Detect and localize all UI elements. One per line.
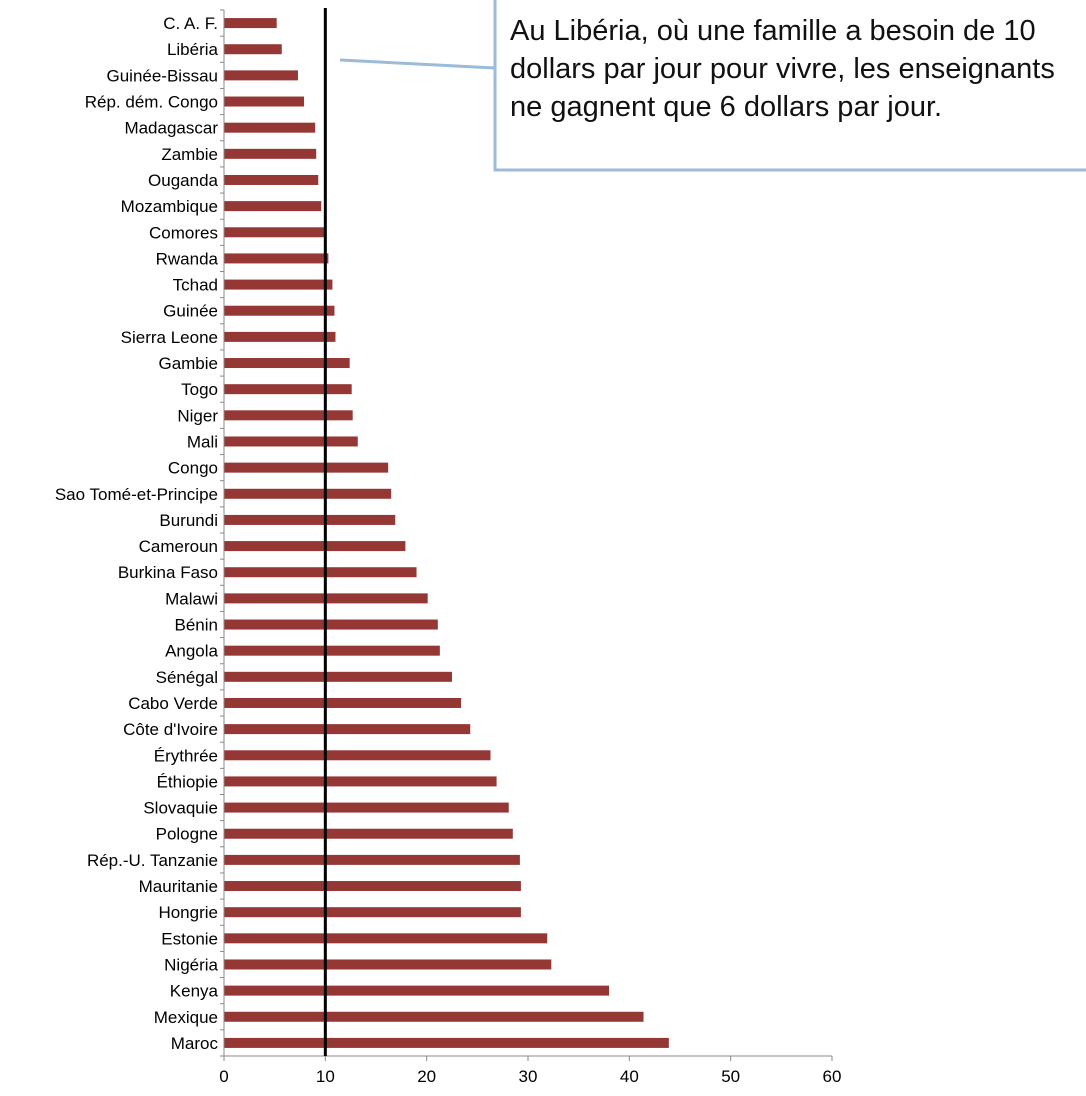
bar — [224, 541, 406, 552]
x-tick-label: 50 — [721, 1067, 740, 1086]
category-label: Côte d'Ivoire — [123, 720, 218, 739]
category-label: Burundi — [159, 511, 218, 530]
category-label: C. A. F. — [163, 14, 218, 33]
bar — [224, 697, 462, 708]
category-label: Mauritanie — [139, 877, 218, 896]
category-label: Togo — [181, 380, 218, 399]
category-label: Érythrée — [154, 746, 218, 765]
category-label: Mozambique — [121, 197, 218, 216]
bar — [224, 776, 497, 787]
bar — [224, 1011, 644, 1022]
category-label: Mexique — [154, 1008, 218, 1027]
bar — [224, 959, 552, 970]
callout-box — [339, 0, 1086, 172]
bar — [224, 985, 610, 996]
category-label: Guinée — [163, 302, 218, 321]
bar — [224, 567, 417, 578]
category-label: Nigéria — [164, 955, 218, 974]
category-label: Slovaquie — [143, 799, 218, 818]
bar — [224, 671, 452, 682]
bar — [224, 410, 353, 421]
category-label: Rép. dém. Congo — [85, 93, 218, 112]
category-label: Mali — [187, 432, 218, 451]
bar — [224, 462, 389, 473]
x-tick-label: 10 — [316, 1067, 335, 1086]
category-label: Zambie — [161, 145, 218, 164]
category-label: Niger — [177, 406, 218, 425]
bar — [224, 331, 336, 342]
category-label: Éthiopie — [157, 772, 218, 791]
category-label: Pologne — [156, 825, 218, 844]
category-label: Burkina Faso — [118, 563, 218, 582]
bar — [224, 96, 305, 107]
category-label: Estonie — [161, 929, 218, 948]
bar — [224, 907, 521, 918]
bar — [224, 645, 440, 656]
bar — [224, 174, 319, 185]
bar — [224, 122, 316, 133]
category-label: Hongrie — [158, 903, 218, 922]
bar — [224, 201, 322, 212]
category-label: Bénin — [175, 616, 218, 635]
bar — [224, 802, 509, 813]
x-tick-label: 60 — [823, 1067, 842, 1086]
bar — [224, 750, 491, 761]
bar — [224, 384, 352, 395]
x-tick-label: 0 — [219, 1067, 228, 1086]
bar — [224, 70, 298, 81]
category-label: Ouganda — [148, 171, 218, 190]
bar — [224, 488, 392, 499]
bar — [224, 933, 548, 944]
bar — [224, 305, 335, 316]
bar — [224, 253, 329, 264]
category-label: Guinée-Bissau — [106, 66, 218, 85]
category-label: Sao Tomé-et-Principe — [55, 485, 218, 504]
bar — [224, 279, 333, 290]
bar — [224, 436, 358, 447]
bar — [224, 724, 471, 735]
category-label: Libéria — [167, 40, 219, 59]
bar — [224, 148, 317, 159]
category-label: Tchad — [173, 276, 218, 295]
bar — [224, 358, 350, 369]
category-label: Kenya — [170, 982, 219, 1001]
category-label: Cabo Verde — [128, 694, 218, 713]
bar — [224, 854, 520, 865]
bar — [224, 514, 396, 525]
bar — [224, 881, 521, 892]
callout-border — [339, 0, 1086, 172]
category-label: Congo — [168, 459, 218, 478]
category-label: Malawi — [165, 589, 218, 608]
bar — [224, 18, 277, 29]
bar — [224, 619, 438, 630]
x-tick-label: 20 — [417, 1067, 436, 1086]
callout-annotation: Au Libéria, où une famille a besoin de 1… — [510, 15, 1055, 123]
bar — [224, 828, 513, 839]
category-label: Comores — [149, 223, 218, 242]
category-label: Cameroun — [139, 537, 218, 556]
bar — [224, 44, 282, 55]
category-label: Sierra Leone — [121, 328, 218, 347]
category-label: Madagascar — [124, 119, 218, 138]
bar — [224, 1037, 669, 1048]
x-tick-label: 40 — [620, 1067, 639, 1086]
category-label: Angola — [165, 642, 218, 661]
category-label: Sénégal — [156, 668, 218, 687]
category-label: Gambie — [158, 354, 218, 373]
category-label: Maroc — [171, 1034, 219, 1053]
bar — [224, 227, 326, 238]
category-label: Rwanda — [156, 249, 219, 268]
x-tick-label: 30 — [519, 1067, 538, 1086]
category-label: Rép.-U. Tanzanie — [87, 851, 218, 870]
